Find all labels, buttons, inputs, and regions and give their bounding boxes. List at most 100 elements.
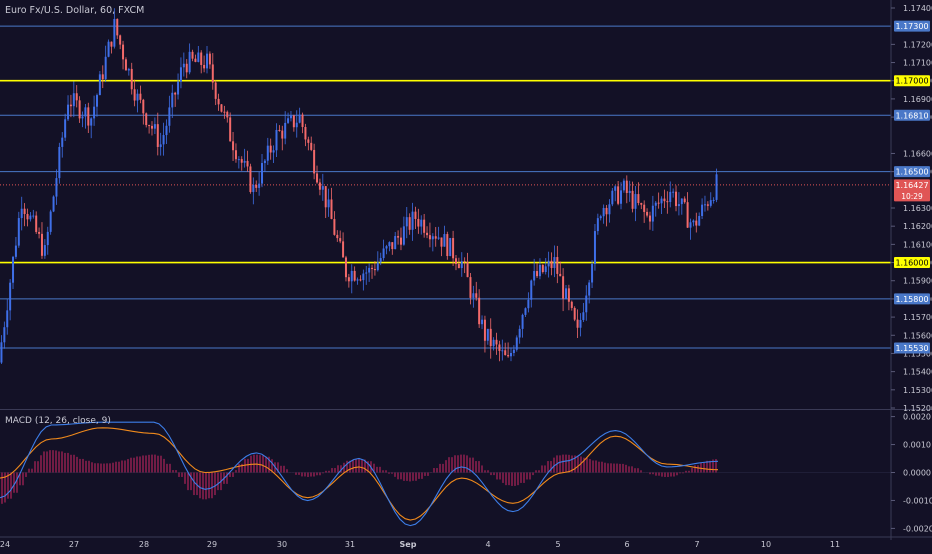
macd-y-tick-label: 0.0020: [903, 413, 931, 422]
candle-body: [43, 245, 46, 256]
candle-body: [278, 129, 281, 131]
level-price-tag: [894, 293, 930, 305]
candle-body: [249, 166, 252, 193]
candle-body: [263, 160, 266, 164]
candle-body: [614, 186, 617, 191]
candle-body: [437, 237, 440, 239]
candle-body: [672, 191, 675, 193]
candle-body: [388, 242, 391, 247]
macd-y-tick-label: 0.0000: [903, 469, 931, 478]
macd-title: MACD (12, 26, close, 9): [5, 416, 111, 426]
candle-body: [153, 124, 156, 129]
level-price-tag: [894, 75, 930, 87]
candle-body: [356, 279, 359, 281]
candle-body: [660, 198, 663, 204]
candle-body: [397, 236, 400, 238]
candle-body: [69, 104, 72, 107]
candle-body: [272, 150, 275, 153]
candle-body: [394, 236, 397, 250]
candle-body: [49, 211, 52, 232]
candle-body: [550, 260, 553, 268]
candle-body: [23, 208, 26, 215]
candle-body: [240, 159, 243, 163]
candle-body: [133, 89, 136, 101]
candle-body: [122, 44, 125, 60]
candle-body: [301, 114, 304, 127]
candle-body: [333, 218, 336, 235]
candle-body: [313, 149, 316, 174]
candle-body: [32, 215, 35, 217]
candle-body: [492, 339, 495, 347]
candle-body: [608, 204, 611, 215]
candle-body: [518, 328, 521, 338]
candle-body: [411, 211, 414, 230]
candle-body: [292, 115, 295, 128]
candle-body: [258, 183, 261, 188]
candle-body: [637, 194, 640, 204]
candle-body: [648, 215, 651, 222]
candle-body: [677, 204, 680, 207]
y-tick-label: 1.15900: [903, 277, 932, 286]
candle-body: [376, 262, 379, 271]
candle-body: [698, 215, 701, 226]
candle-body: [234, 150, 237, 160]
candle-body: [6, 310, 9, 328]
candle-body: [318, 182, 321, 190]
candle-body: [408, 217, 411, 230]
candle-body: [588, 282, 591, 296]
candle-body: [261, 163, 264, 184]
candle-body: [110, 41, 113, 47]
candle-body: [46, 231, 49, 246]
candle-body: [576, 319, 579, 328]
candle-body: [533, 271, 536, 281]
candle-body: [663, 198, 666, 202]
candle-body: [463, 261, 466, 263]
candle-body: [162, 135, 165, 145]
candle-body: [200, 52, 203, 65]
macd-y-tick-label: 0.0010: [903, 441, 931, 450]
candle-body: [211, 64, 214, 83]
candle-body: [237, 159, 240, 161]
candle-body: [339, 238, 342, 242]
candle-body: [307, 139, 310, 143]
candle-body: [229, 117, 232, 142]
candle-body: [559, 273, 562, 277]
candle-body: [391, 242, 394, 250]
candle-body: [14, 245, 17, 257]
x-tick-label: 7: [694, 540, 699, 549]
candle-body: [362, 273, 365, 281]
candle-body: [666, 201, 669, 203]
candle-body: [446, 234, 449, 257]
candle-body: [365, 272, 368, 274]
candle-body: [217, 98, 220, 105]
candle-body: [295, 122, 298, 128]
candle-body: [336, 234, 339, 239]
candle-body: [214, 82, 217, 99]
candle-body: [617, 186, 620, 204]
candle-body: [194, 58, 197, 62]
candle-body: [327, 199, 330, 208]
candle-body: [628, 190, 631, 194]
macd-y-tick-label: -0.0020: [903, 524, 932, 533]
candle-body: [689, 222, 692, 228]
x-tick-label: Sep: [400, 540, 417, 549]
candle-body: [489, 328, 492, 347]
candle-body: [171, 92, 174, 108]
candle-body: [695, 220, 698, 226]
candle-body: [246, 160, 249, 167]
candle-body: [385, 246, 388, 249]
candle-body: [90, 118, 93, 126]
candle-body: [203, 64, 206, 69]
y-tick-label: 1.15300: [903, 386, 932, 395]
candle-body: [64, 119, 67, 138]
candle-body: [449, 238, 452, 257]
candle-body: [72, 93, 75, 107]
candle-body: [507, 355, 510, 357]
candle-body: [602, 207, 605, 217]
level-price-label: 1.15800: [895, 295, 928, 304]
candle-body: [353, 270, 356, 281]
candle-body: [460, 261, 463, 269]
candle-body: [481, 319, 484, 325]
